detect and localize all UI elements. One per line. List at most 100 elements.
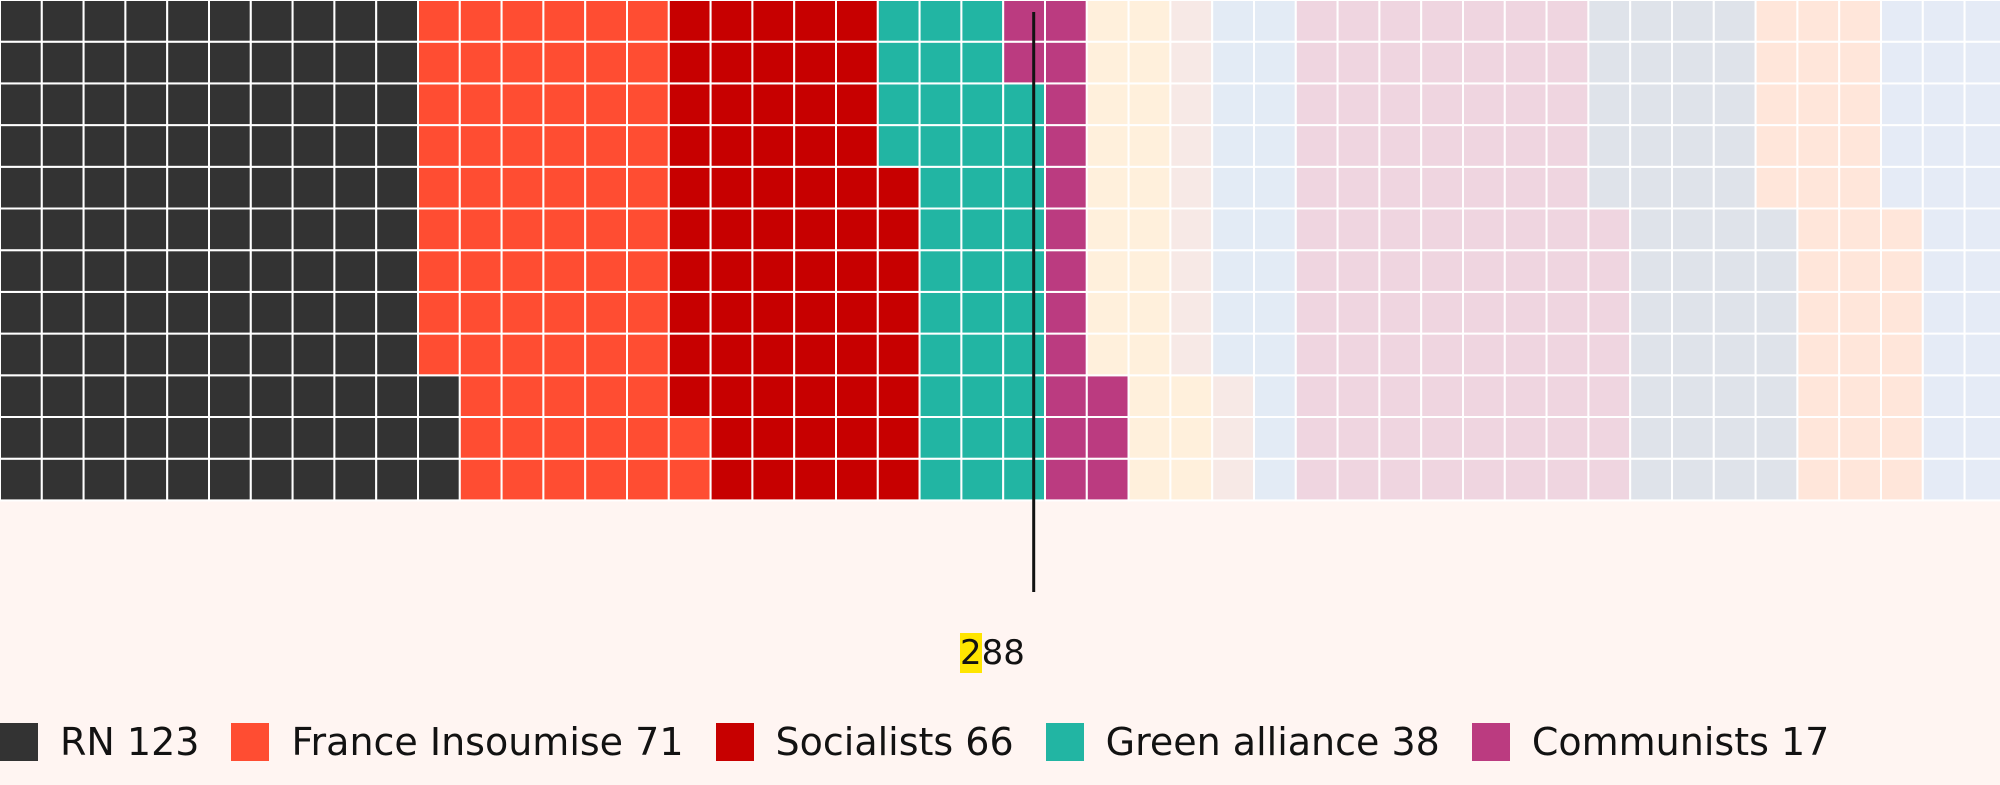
seat-other-8 <box>1294 124 1339 168</box>
seat-rn <box>291 124 336 168</box>
seat-other-9 <box>1712 332 1757 377</box>
seat-other-8 <box>1294 0 1339 43</box>
seat-france-insoumise <box>584 0 629 43</box>
seat-other-8 <box>1420 416 1464 460</box>
seat-other-9 <box>1587 40 1632 85</box>
seat-green-alliance <box>960 290 1005 335</box>
seat-other-11 <box>1921 416 1966 460</box>
seat-other-8 <box>1336 207 1381 252</box>
seat-other-11 <box>1963 165 2000 210</box>
seat-other-7 <box>1253 0 1297 43</box>
seat-green-alliance <box>918 124 963 168</box>
seat-socialists <box>751 124 796 168</box>
seat-france-insoumise <box>626 82 670 127</box>
seat-france-insoumise <box>584 124 629 168</box>
seat-green-alliance <box>918 416 963 460</box>
seat-other-8 <box>1587 374 1632 418</box>
seat-france-insoumise <box>500 249 545 293</box>
seat-other-7 <box>1253 165 1297 210</box>
seat-other-10 <box>1838 332 1882 377</box>
seat-socialists <box>667 165 712 210</box>
seat-other-10 <box>1880 290 1924 335</box>
seat-france-insoumise <box>542 332 587 377</box>
seat-rn <box>124 207 169 252</box>
seat-other-10 <box>1838 290 1882 335</box>
seat-communists <box>1044 249 1088 293</box>
seat-socialists <box>876 249 921 293</box>
seat-other-8 <box>1378 165 1423 210</box>
seat-france-insoumise <box>626 40 670 85</box>
seat-other-9 <box>1629 82 1673 127</box>
seat-other-10 <box>1754 165 1799 210</box>
seat-rn <box>166 207 210 252</box>
seat-rn <box>0 124 43 168</box>
seat-other-11 <box>1963 374 2000 418</box>
seat-socialists <box>793 207 838 252</box>
seat-green-alliance <box>960 124 1005 168</box>
seat-other-8 <box>1587 290 1632 335</box>
seat-other-11 <box>1963 457 2000 502</box>
seat-other-8 <box>1336 0 1381 43</box>
seat-france-insoumise <box>417 249 461 293</box>
seat-rn <box>333 82 378 127</box>
seat-socialists <box>667 290 712 335</box>
seat-other-9 <box>1629 374 1673 418</box>
seat-other-10 <box>1838 207 1882 252</box>
seat-rn <box>208 457 252 502</box>
seat-other-9 <box>1712 416 1757 460</box>
seat-other-10 <box>1838 416 1882 460</box>
seat-rn <box>82 207 127 252</box>
seat-other-11 <box>1921 457 1966 502</box>
seat-france-insoumise <box>542 290 587 335</box>
seat-other-8 <box>1294 332 1339 377</box>
seat-other-8 <box>1545 290 1590 335</box>
seat-socialists <box>835 124 879 168</box>
seat-rn <box>375 416 420 460</box>
seat-other-7 <box>1253 82 1297 127</box>
seat-rn <box>333 332 378 377</box>
seat-france-insoumise <box>542 40 587 85</box>
seat-other-11 <box>1921 124 1966 168</box>
seat-rn <box>291 207 336 252</box>
legend-label: Communists 17 <box>1531 720 1830 764</box>
seat-other-8 <box>1294 165 1339 210</box>
seat-other-10 <box>1838 0 1882 43</box>
seat-green-alliance <box>1002 207 1047 252</box>
seat-other-5 <box>1127 165 1172 210</box>
seat-socialists <box>793 416 838 460</box>
seat-france-insoumise <box>626 165 670 210</box>
seat-rn <box>82 249 127 293</box>
seat-other-5 <box>1085 0 1130 43</box>
seat-france-insoumise <box>417 82 461 127</box>
seat-green-alliance <box>960 40 1005 85</box>
legend-label: Socialists 66 <box>775 720 1014 764</box>
seat-green-alliance <box>1002 374 1047 418</box>
seat-other-8 <box>1462 82 1506 127</box>
seat-other-8 <box>1336 165 1381 210</box>
seat-rn <box>124 332 169 377</box>
seat-other-9 <box>1671 332 1715 377</box>
seat-france-insoumise <box>584 82 629 127</box>
seat-other-8 <box>1587 332 1632 377</box>
seat-rn <box>291 249 336 293</box>
seat-socialists <box>835 207 879 252</box>
seat-other-5 <box>1085 165 1130 210</box>
seat-other-8 <box>1378 416 1423 460</box>
seat-rn <box>249 457 294 502</box>
seat-other-8 <box>1545 457 1590 502</box>
seat-communists <box>1002 0 1047 43</box>
seat-rn <box>208 416 252 460</box>
seat-communists <box>1044 374 1088 418</box>
seat-other-9 <box>1712 207 1757 252</box>
seat-rn <box>375 374 420 418</box>
seat-other-8 <box>1503 207 1548 252</box>
seat-other-11 <box>1921 332 1966 377</box>
seat-rn <box>82 290 127 335</box>
seat-other-9 <box>1629 249 1673 293</box>
seat-other-8 <box>1462 249 1506 293</box>
seat-other-7 <box>1211 0 1255 43</box>
seat-other-9 <box>1754 457 1799 502</box>
seat-other-9 <box>1712 0 1757 43</box>
seat-france-insoumise <box>458 457 503 502</box>
seat-other-8 <box>1378 457 1423 502</box>
